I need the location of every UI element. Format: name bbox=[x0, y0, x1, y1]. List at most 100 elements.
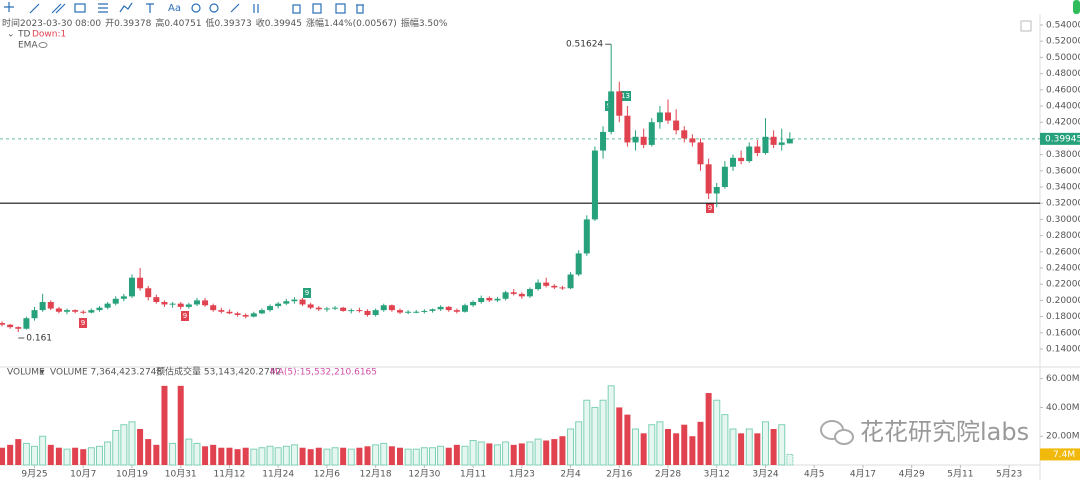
visibility-icon[interactable] bbox=[38, 42, 48, 48]
x-tick-label: 2月16 bbox=[606, 469, 632, 480]
channel-tool[interactable] bbox=[51, 3, 66, 14]
volume-bar bbox=[477, 441, 485, 466]
copy-tool[interactable] bbox=[292, 4, 301, 14]
info-item: 收0.39945 bbox=[256, 17, 302, 29]
y-tick-label: 0.46000 bbox=[1046, 85, 1080, 95]
info-item: 时间2023-03-30 08:00 bbox=[2, 17, 101, 29]
volume-bar bbox=[169, 442, 177, 466]
layer-tool[interactable] bbox=[312, 3, 322, 14]
font-tool[interactable]: Aa bbox=[168, 3, 181, 14]
volume-bar bbox=[534, 438, 542, 466]
candle-body bbox=[348, 310, 355, 312]
candle-body bbox=[234, 313, 241, 315]
candle-body bbox=[689, 138, 696, 143]
volume-bar bbox=[0, 447, 6, 465]
candle-body bbox=[746, 146, 753, 162]
candle-body bbox=[510, 292, 517, 294]
volume-bar bbox=[323, 448, 331, 466]
candle-body bbox=[437, 306, 444, 310]
volume-bar bbox=[177, 385, 184, 465]
candle-body bbox=[128, 277, 135, 297]
candle-body bbox=[600, 131, 607, 151]
last-price-label: 0.39945 bbox=[1045, 134, 1080, 144]
hide-tool[interactable] bbox=[335, 3, 346, 14]
candle-body bbox=[299, 299, 306, 305]
y-tick-label: 0.20000 bbox=[1046, 296, 1080, 306]
volume-bar bbox=[770, 429, 777, 465]
candle-body bbox=[72, 310, 79, 312]
volume-bar bbox=[364, 446, 371, 465]
fib-tool[interactable] bbox=[98, 3, 108, 13]
candle-body bbox=[39, 302, 46, 311]
volume-bar bbox=[453, 444, 460, 465]
x-tick-label: 2月28 bbox=[655, 469, 681, 480]
volume-bar bbox=[721, 414, 729, 466]
y-tick-label: 0.42000 bbox=[1046, 118, 1080, 128]
y-tick-label: 0.32000 bbox=[1046, 199, 1080, 209]
volume-bar bbox=[234, 449, 241, 465]
volume-bar bbox=[648, 424, 656, 466]
candle-body bbox=[202, 300, 209, 306]
magnet-tool-2[interactable] bbox=[209, 3, 219, 13]
volume-legend: VOLUME bbox=[7, 368, 45, 378]
volume-bar bbox=[7, 444, 14, 465]
candle-body bbox=[169, 303, 176, 305]
candle-body bbox=[502, 292, 509, 299]
candle-body bbox=[494, 298, 501, 301]
volume-bar bbox=[543, 440, 550, 465]
candle-body bbox=[405, 311, 412, 313]
candle-body bbox=[185, 304, 192, 307]
volume-bar bbox=[299, 447, 306, 465]
candle-body bbox=[388, 305, 395, 311]
candle-body bbox=[307, 304, 314, 308]
candle-body bbox=[453, 310, 460, 312]
candle-body bbox=[705, 164, 712, 194]
y-tick-label: 0.44000 bbox=[1046, 102, 1080, 112]
volume-bar bbox=[80, 449, 87, 465]
volume-legend-arrow[interactable]: ▾ bbox=[40, 368, 45, 378]
volume-bar bbox=[461, 445, 469, 466]
td-box bbox=[181, 311, 189, 321]
candle-body bbox=[315, 307, 322, 310]
volume-bar bbox=[266, 445, 274, 466]
y-tick-label: 0.18000 bbox=[1046, 312, 1080, 322]
volume-bar bbox=[63, 448, 71, 466]
x-tick-label: 9月25 bbox=[21, 469, 47, 480]
volume-bar bbox=[599, 399, 607, 466]
rect-tool[interactable] bbox=[74, 3, 86, 13]
y-tick-label: 0.48000 bbox=[1046, 69, 1080, 79]
volume-bar bbox=[656, 421, 664, 466]
candle-body bbox=[656, 112, 663, 123]
x-tick-label: 5月11 bbox=[947, 469, 973, 480]
crosshair-tool[interactable] bbox=[4, 2, 14, 12]
candle-body bbox=[583, 219, 590, 254]
fullscreen-icon[interactable] bbox=[1020, 20, 1032, 32]
high-label: 0.51624 bbox=[566, 40, 603, 50]
text-tool[interactable] bbox=[146, 3, 154, 13]
volume-bar bbox=[502, 441, 510, 466]
volume-bar bbox=[87, 447, 95, 466]
volume-bar bbox=[128, 421, 136, 466]
volume-bar bbox=[428, 447, 436, 466]
candle-body bbox=[754, 146, 761, 153]
volume-bar bbox=[575, 421, 583, 466]
line-tool[interactable] bbox=[29, 3, 40, 14]
volume-bar bbox=[193, 442, 201, 466]
volume-bar bbox=[607, 385, 615, 466]
x-tick-label: 12月18 bbox=[360, 469, 392, 480]
wave-tool[interactable] bbox=[119, 2, 133, 13]
x-tick-label: 5月23 bbox=[996, 469, 1022, 480]
delete-tool[interactable] bbox=[356, 4, 364, 14]
volume-value-box bbox=[1040, 448, 1080, 461]
ruler-tool[interactable] bbox=[230, 3, 240, 13]
magnet-tool[interactable] bbox=[191, 3, 201, 13]
collapse-arrow[interactable]: ⌄ bbox=[7, 30, 15, 40]
candle-body bbox=[88, 310, 95, 313]
x-tick-label: 1月23 bbox=[509, 469, 535, 480]
indicator-param: Down:1 bbox=[32, 30, 66, 40]
panel-handle[interactable] bbox=[1073, 0, 1080, 14]
lock-tool[interactable] bbox=[253, 4, 259, 13]
v-tick-label: 40.00M bbox=[1046, 403, 1080, 413]
candle-body bbox=[697, 142, 704, 165]
candle-body bbox=[258, 310, 265, 314]
